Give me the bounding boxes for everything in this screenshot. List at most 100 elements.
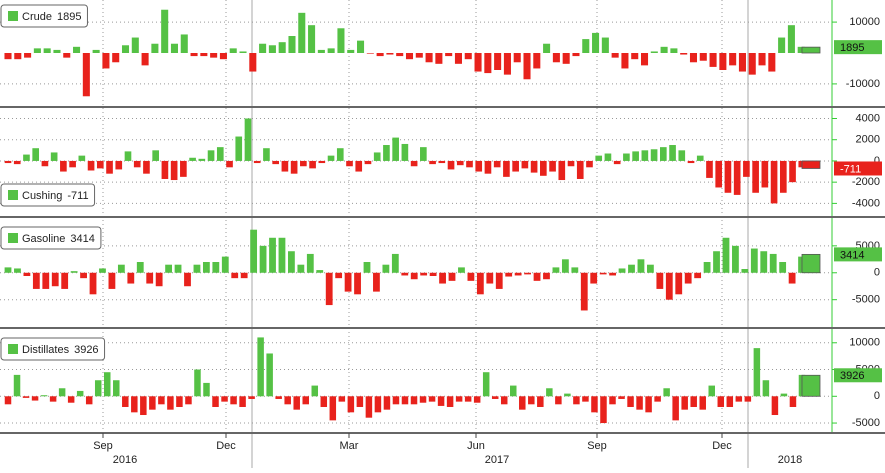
bar xyxy=(167,396,174,410)
y-tick-label: 0 xyxy=(874,155,880,167)
bar xyxy=(699,53,707,61)
bar xyxy=(425,53,433,63)
bar xyxy=(503,53,511,75)
value-tag xyxy=(834,247,882,262)
bar xyxy=(528,396,535,405)
bar xyxy=(410,272,418,280)
bar xyxy=(269,237,276,273)
bar xyxy=(13,160,21,165)
bar xyxy=(760,251,768,273)
bar xyxy=(726,396,734,407)
bar xyxy=(650,51,658,53)
bar xyxy=(311,385,319,397)
legend-label: Distillates 3926 xyxy=(22,344,99,356)
legend-swatch xyxy=(8,344,18,354)
bar xyxy=(344,272,352,292)
bar xyxy=(611,53,619,58)
bar xyxy=(106,160,113,174)
bar xyxy=(590,272,598,284)
bar xyxy=(61,272,69,289)
bar xyxy=(63,53,71,58)
bar xyxy=(419,396,427,403)
bar xyxy=(524,272,531,275)
bar xyxy=(290,160,298,174)
bar xyxy=(789,396,797,407)
value-tag xyxy=(834,368,882,383)
bar xyxy=(580,272,588,311)
bar xyxy=(637,259,645,273)
bar xyxy=(675,272,683,295)
value-tag-label: 3926 xyxy=(840,370,864,382)
bar xyxy=(503,160,510,177)
bar xyxy=(356,396,364,407)
bar xyxy=(152,150,160,161)
bar xyxy=(486,272,494,284)
bar xyxy=(275,396,282,399)
bar xyxy=(801,160,821,169)
bar xyxy=(383,145,390,161)
bar xyxy=(357,40,365,53)
bar xyxy=(780,393,788,397)
legend-swatch xyxy=(8,190,18,200)
bar xyxy=(604,153,612,161)
bar xyxy=(23,272,31,276)
bar xyxy=(660,46,668,53)
bar xyxy=(302,396,309,405)
bar xyxy=(797,46,805,53)
bar xyxy=(750,248,758,273)
bar xyxy=(771,396,779,416)
bar xyxy=(401,396,409,405)
y-tick-label: -5000 xyxy=(852,417,880,429)
bar xyxy=(244,118,252,161)
bar xyxy=(672,396,679,421)
bar xyxy=(309,160,316,169)
bar xyxy=(121,45,130,53)
legend-box xyxy=(0,337,106,361)
bar xyxy=(505,272,513,277)
bar xyxy=(732,245,739,273)
bar xyxy=(572,53,580,57)
bar xyxy=(798,256,805,273)
bar xyxy=(659,147,667,161)
bar xyxy=(281,160,289,172)
bar xyxy=(87,160,95,171)
bar xyxy=(89,272,97,295)
bar xyxy=(335,272,343,279)
bar xyxy=(549,160,556,172)
bar xyxy=(194,369,201,397)
bar xyxy=(741,269,749,273)
bar xyxy=(510,385,517,397)
bar xyxy=(627,396,634,407)
bar xyxy=(744,396,752,402)
bar xyxy=(184,272,191,287)
y-tick-label: 4000 xyxy=(856,112,880,124)
y-tick-label: -5000 xyxy=(852,294,880,306)
bar xyxy=(562,53,570,64)
bar xyxy=(768,53,776,72)
bar xyxy=(410,396,418,405)
bar xyxy=(13,374,21,397)
bar xyxy=(230,396,237,405)
bar xyxy=(684,272,692,284)
bar xyxy=(715,160,723,188)
bar xyxy=(484,160,492,174)
bar xyxy=(155,272,163,287)
bar xyxy=(122,396,129,407)
bar xyxy=(738,53,746,72)
bar xyxy=(268,45,276,53)
bar xyxy=(229,48,237,53)
value-tag-label: -711 xyxy=(840,163,861,175)
bar xyxy=(473,396,481,403)
bar xyxy=(391,253,399,273)
bar xyxy=(787,25,795,53)
bar xyxy=(190,53,198,57)
bar xyxy=(248,396,255,399)
legend-name: Gasoline xyxy=(22,233,65,245)
bar xyxy=(601,37,609,53)
legend-name: Distillates xyxy=(22,344,70,356)
bar xyxy=(722,237,730,273)
bar xyxy=(631,53,639,60)
value-tag xyxy=(834,40,882,55)
bar xyxy=(316,270,324,273)
bar xyxy=(117,264,125,273)
